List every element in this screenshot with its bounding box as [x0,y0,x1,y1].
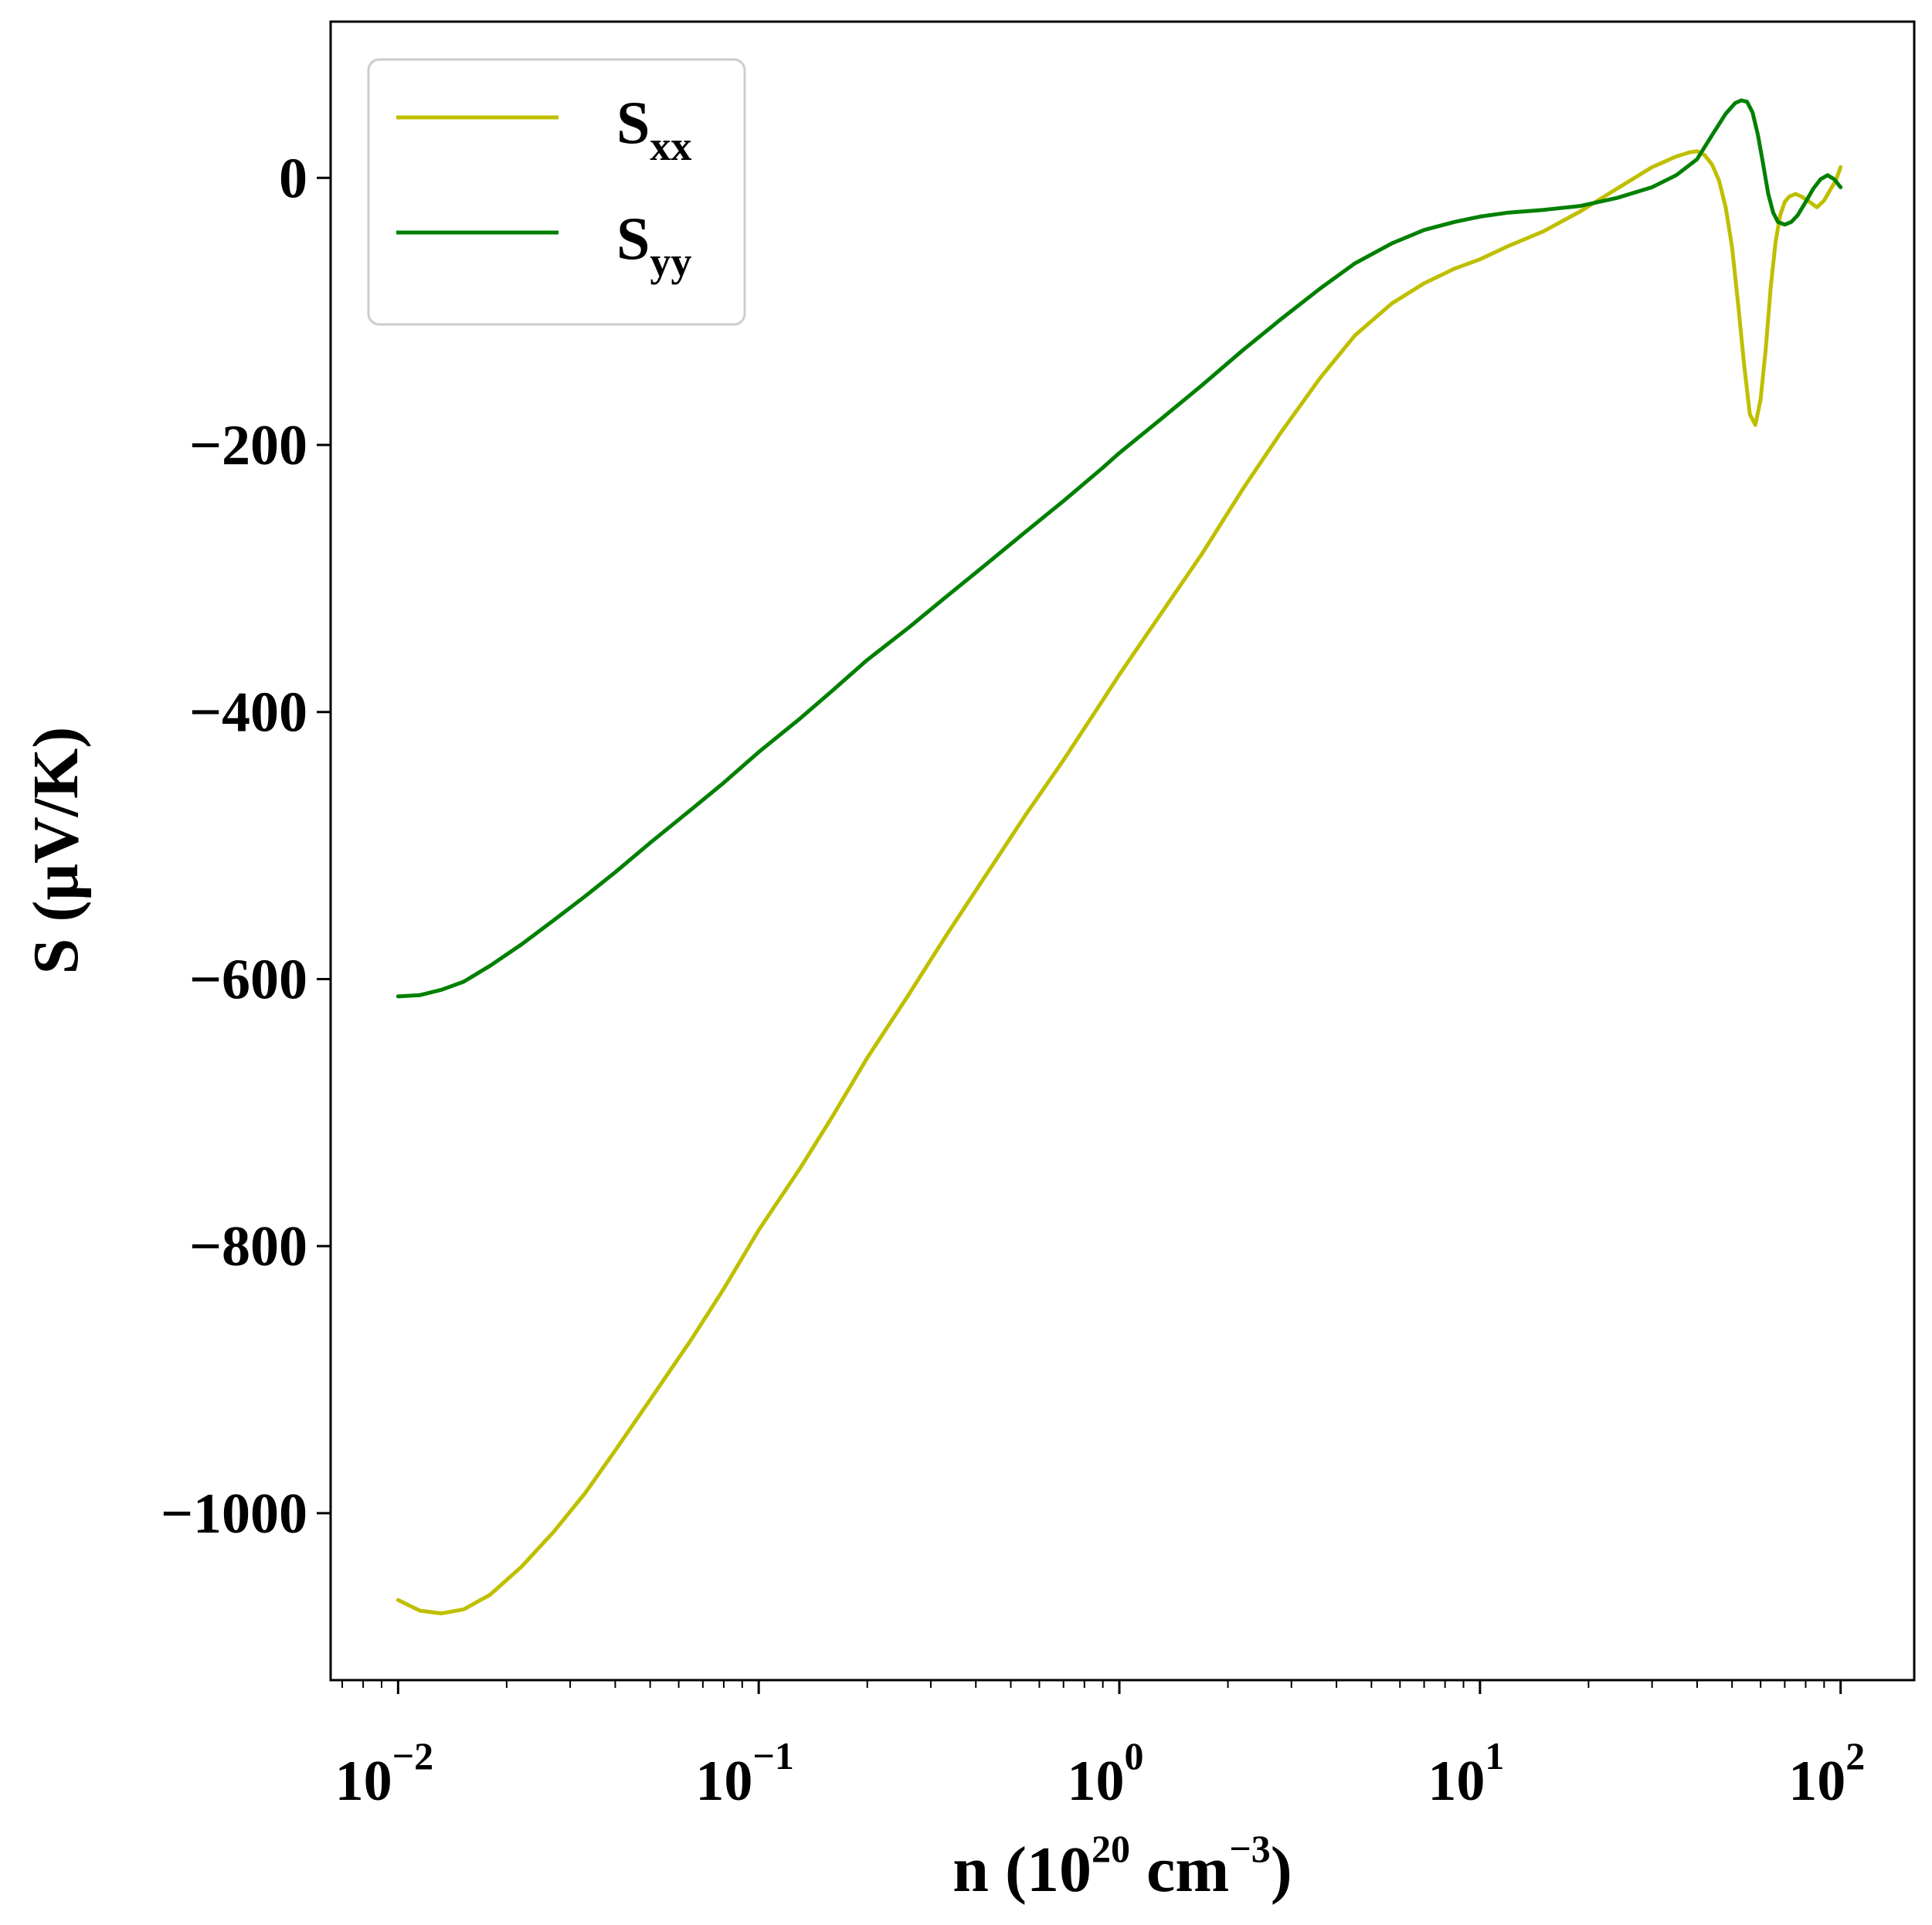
y-axis-label: S (μV/K) [20,727,92,975]
series-lines [396,98,1843,1616]
series-line-sxx [396,149,1843,1616]
y-tick-label: −400 [189,681,307,745]
legend: Sxx Syy [367,58,746,326]
y-tick-label: −600 [189,948,307,1011]
y-tick-label: 0 [279,147,307,210]
plot-area-frame [329,20,1916,1682]
x-axis-label: n (1020 cm−3) [952,1827,1292,1906]
legend-label-sxx: Sxx [616,89,691,169]
x-tick-label: 102 [1788,1734,1865,1813]
y-tick-label: −200 [189,414,307,477]
legend-label-syy: Syy [616,205,691,285]
y-tick-label: −800 [189,1215,307,1278]
x-tick-label: 101 [1428,1734,1504,1813]
x-tick-label: 100 [1068,1734,1144,1813]
x-tick-label: 10−2 [335,1734,434,1813]
legend-box [367,58,746,326]
x-tick-label: 10−1 [695,1734,794,1813]
y-tick-label: −1000 [161,1482,307,1546]
y-tick-labels: 0 −200 −400 −600 −800 −1000 [161,147,307,1546]
series-line-syy [396,98,1843,999]
tick-marks [317,176,1842,1694]
x-tick-labels: 10−2 10−1 100 101 102 [335,1734,1866,1813]
